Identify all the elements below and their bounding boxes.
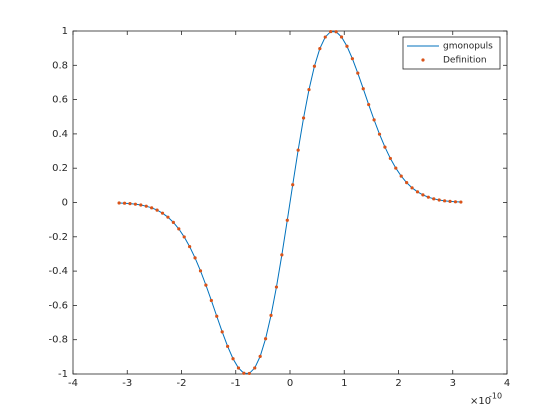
marker <box>182 235 186 239</box>
x-tick-label: -1 <box>231 378 241 389</box>
x-multiplier-exponent: -10 <box>489 392 502 401</box>
y-tick-label: 0.4 <box>52 129 68 140</box>
y-tick-label: 0.8 <box>52 60 68 71</box>
marker <box>188 244 192 249</box>
marker <box>220 330 224 334</box>
marker <box>166 215 170 219</box>
y-tick-label: -0.4 <box>48 266 68 277</box>
marker <box>394 166 398 170</box>
marker <box>361 87 365 91</box>
marker <box>139 203 143 207</box>
x-tick-label: 1 <box>341 378 347 389</box>
marker <box>144 204 148 208</box>
marker <box>198 269 203 273</box>
marker <box>453 200 458 204</box>
legend-swatch <box>421 58 425 62</box>
marker <box>443 199 447 203</box>
marker <box>323 35 327 39</box>
marker <box>377 132 382 136</box>
marker <box>193 256 197 260</box>
marker <box>296 148 300 152</box>
x-tick-label: -3 <box>122 378 132 389</box>
x-multiplier-base: ×10 <box>470 396 491 407</box>
marker <box>356 71 360 75</box>
marker <box>405 181 409 185</box>
marker <box>307 88 311 92</box>
marker <box>155 208 159 212</box>
marker <box>301 116 306 120</box>
marker <box>285 218 289 222</box>
y-tick-label: -1 <box>58 369 68 380</box>
marker <box>242 371 246 375</box>
legend-label: Definition <box>443 56 487 66</box>
marker <box>258 354 262 359</box>
marker <box>269 313 273 317</box>
y-tick-label: -0.8 <box>48 335 68 346</box>
marker <box>437 198 441 202</box>
marker <box>318 46 322 51</box>
line <box>119 31 461 374</box>
x-tick-label: 3 <box>450 378 456 389</box>
marker <box>421 193 425 197</box>
marker <box>291 183 295 187</box>
marker <box>410 186 414 190</box>
marker <box>128 201 132 206</box>
marker <box>345 44 349 48</box>
marker <box>231 357 235 361</box>
marker <box>160 211 165 215</box>
marker <box>204 283 208 287</box>
x-tick-label: 4 <box>504 378 510 389</box>
marker <box>274 285 279 289</box>
marker <box>209 298 213 303</box>
marker <box>399 174 403 178</box>
y-tick-label: 1 <box>62 26 68 37</box>
marker <box>367 102 371 107</box>
marker <box>372 118 376 122</box>
marker <box>350 57 354 61</box>
marker <box>312 64 317 68</box>
marker <box>432 197 436 201</box>
marker <box>388 156 392 161</box>
marker <box>150 206 154 210</box>
marker <box>226 344 230 348</box>
marker <box>236 366 241 370</box>
marker <box>329 29 333 34</box>
marker <box>383 145 387 149</box>
x-tick-label: -2 <box>177 378 187 389</box>
y-tick-label: -0.6 <box>48 300 68 311</box>
marker <box>122 201 127 205</box>
marker <box>247 371 251 376</box>
legend-box <box>402 36 501 70</box>
x-tick-label: -4 <box>68 378 78 389</box>
x-tick-label: 0 <box>287 378 293 389</box>
y-tick-label: 0 <box>62 198 68 209</box>
marker <box>334 30 338 34</box>
marker <box>253 366 257 370</box>
legend-label: gmonopuls <box>443 42 493 52</box>
marker <box>448 199 452 204</box>
y-tick-label: 0.2 <box>52 163 68 174</box>
y-tick-label: -0.2 <box>48 232 68 243</box>
marker <box>415 190 420 194</box>
marker <box>426 195 430 199</box>
marker <box>133 202 137 206</box>
marker <box>339 35 344 39</box>
marker <box>177 227 181 231</box>
marker <box>171 220 175 224</box>
marker <box>215 314 219 318</box>
marker <box>280 253 284 257</box>
y-tick-label: 0.6 <box>52 95 68 106</box>
x-tick-label: 2 <box>395 378 401 389</box>
marker <box>459 200 463 204</box>
marker <box>263 337 268 341</box>
marker <box>117 201 121 205</box>
